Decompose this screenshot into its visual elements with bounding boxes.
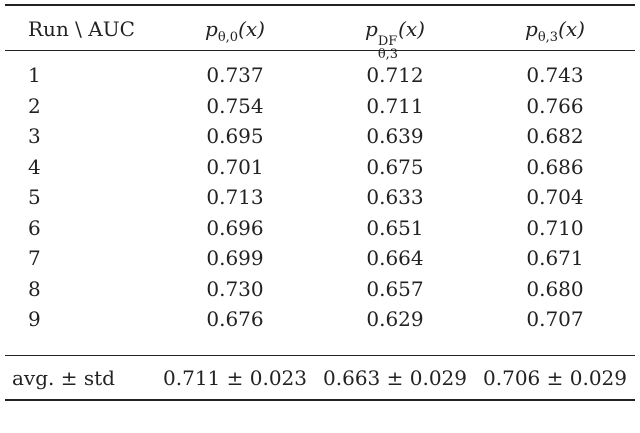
value-cell: 0.639 [366,124,424,148]
value-cell: 0.657 [366,276,424,301]
math-arg: (x) [398,17,425,41]
header-cell: pθ,0(x) [205,17,265,50]
value-cell: 0.710 [526,215,584,240]
value-cell: 0.711 [366,93,424,118]
math-arg: (x) [558,17,585,41]
run-cell: 5 [28,185,41,209]
run-cell: 2 [28,93,41,118]
subscript: θ,3 [537,30,559,45]
value-cell: 0.664 [366,246,424,270]
value-cell: 0.695 [206,124,264,148]
value-cell: 0.699 [206,246,264,270]
subscript: θ,3 [377,47,399,62]
math-arg: (x) [238,17,265,41]
value-cell: 0.671 [526,246,584,270]
superscript: DF [377,34,398,49]
summary-label: avg. ± std [12,366,115,390]
value-cell: 0.707 [526,307,584,331]
summary-rule [5,355,635,356]
run-cell: 7 [28,246,41,270]
run-cell: 3 [28,124,41,148]
value-cell: 0.675 [366,154,424,179]
value-cell: 0.629 [366,307,424,331]
summary-cell: 0.711 ± 0.023 [163,366,307,390]
value-cell: 0.712 [366,63,424,87]
value-cell: 0.686 [526,154,584,179]
math-base: p [205,17,218,41]
value-cell: 0.766 [526,93,584,118]
run-cell: 8 [28,276,41,301]
value-cell: 0.651 [366,215,424,240]
value-cell: 0.730 [206,276,264,301]
header-cell: Run \ AUC [28,17,135,41]
value-cell: 0.633 [366,185,424,209]
run-cell: 1 [28,63,41,87]
bottom-rule [5,399,635,401]
value-cell: 0.737 [206,63,264,87]
math-base: p [365,17,378,41]
math-base: p [525,17,538,41]
value-cell: 0.754 [206,93,264,118]
value-cell: 0.696 [206,215,264,240]
value-cell: 0.682 [526,124,584,148]
script-stack: DF θ,3 [378,35,398,61]
summary-cell: 0.706 ± 0.029 [483,366,627,390]
top-rule [5,4,635,6]
header-cell: pθ,3(x) [525,17,585,50]
value-cell: 0.743 [526,63,584,87]
header-cell: p DF θ,3 (x) [365,17,425,61]
header-rule [5,50,635,51]
value-cell: 0.701 [206,154,264,179]
value-cell: 0.676 [206,307,264,331]
run-cell: 4 [28,154,41,179]
subscript: θ,0 [217,30,239,45]
value-cell: 0.704 [526,185,584,209]
value-cell: 0.713 [206,185,264,209]
run-cell: 9 [28,307,41,331]
value-cell: 0.680 [526,276,584,301]
run-cell: 6 [28,215,41,240]
summary-cell: 0.663 ± 0.029 [323,366,467,390]
